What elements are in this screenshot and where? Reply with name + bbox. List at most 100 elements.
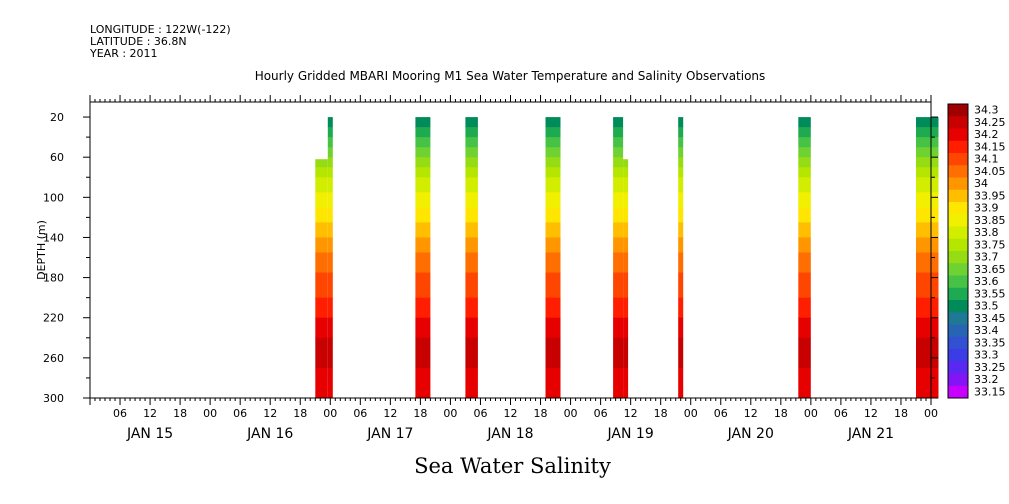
salinity-cell-9-12 bbox=[916, 252, 939, 274]
salinity-cell-9-14 bbox=[916, 297, 939, 319]
salinity-cell-9-11 bbox=[916, 237, 939, 254]
salinity-cell-7-8 bbox=[678, 192, 684, 208]
salinity-cell-6-16 bbox=[623, 337, 629, 369]
salinity-cell-9-15 bbox=[916, 317, 939, 339]
salinity-cell-4-4 bbox=[545, 147, 561, 158]
salinity-cell-1-10 bbox=[327, 222, 333, 238]
salinity-cell-1-4 bbox=[327, 147, 333, 158]
salinity-cell-3-6 bbox=[465, 167, 478, 178]
day-label: JAN 21 bbox=[847, 426, 894, 442]
colorbar-label: 33.5 bbox=[974, 300, 999, 313]
colorbar-swatch bbox=[948, 226, 968, 240]
colorbar-label: 33.7 bbox=[974, 251, 999, 264]
salinity-cell-9-13 bbox=[916, 272, 939, 299]
salinity-cell-5-17 bbox=[613, 367, 624, 399]
salinity-cell-1-8 bbox=[327, 192, 333, 208]
x-tick-label: 06 bbox=[353, 407, 367, 420]
salinity-cell-8-17 bbox=[798, 367, 811, 399]
salinity-cell-4-5 bbox=[545, 157, 561, 168]
salinity-cell-7-1 bbox=[678, 117, 684, 128]
colorbar-label: 33.2 bbox=[974, 373, 999, 386]
salinity-cell-3-11 bbox=[465, 237, 478, 254]
salinity-cell-5-15 bbox=[613, 317, 624, 339]
salinity-cell-7-15 bbox=[678, 317, 684, 339]
salinity-cell-8-12 bbox=[798, 252, 811, 274]
colorbar-label: 33.45 bbox=[974, 312, 1006, 325]
colorbar-label: 34.15 bbox=[974, 140, 1006, 153]
salinity-cell-2-12 bbox=[415, 252, 431, 274]
salinity-cell-3-9 bbox=[465, 207, 478, 223]
salinity-cell-5-5 bbox=[613, 157, 624, 168]
salinity-cell-8-1 bbox=[798, 117, 811, 128]
salinity-cell-5-6 bbox=[613, 167, 624, 178]
salinity-cell-0-6 bbox=[315, 167, 328, 178]
day-label: JAN 15 bbox=[126, 426, 173, 442]
salinity-cell-8-9 bbox=[798, 207, 811, 223]
colorbar-swatch bbox=[948, 275, 968, 289]
salinity-cell-2-1 bbox=[415, 117, 431, 128]
x-tick-label: 18 bbox=[774, 407, 788, 420]
salinity-cell-1-2 bbox=[327, 127, 333, 138]
salinity-cell-4-8 bbox=[545, 192, 561, 208]
x-tick-label: 12 bbox=[383, 407, 397, 420]
salinity-cell-6-15 bbox=[623, 317, 629, 339]
x-tick-label: 18 bbox=[413, 407, 427, 420]
salinity-cell-0-11 bbox=[315, 237, 328, 254]
salinity-cell-7-3 bbox=[678, 137, 684, 148]
salinity-cell-0-16 bbox=[315, 337, 328, 369]
salinity-cell-4-16 bbox=[545, 337, 561, 369]
colorbar-swatch bbox=[948, 361, 968, 374]
colorbar-swatch bbox=[948, 263, 968, 276]
salinity-cell-9-16 bbox=[916, 337, 939, 369]
salinity-cell-4-12 bbox=[545, 252, 561, 274]
salinity-cell-2-16 bbox=[415, 337, 431, 369]
salinity-cell-4-7 bbox=[545, 177, 561, 193]
salinity-cell-8-8 bbox=[798, 192, 811, 208]
x-tick-label: 00 bbox=[443, 407, 457, 420]
colorbar: 34.334.2534.234.1534.134.053433.9533.933… bbox=[947, 103, 1006, 399]
salinity-cell-0-12 bbox=[315, 252, 328, 274]
salinity-cell-8-13 bbox=[798, 272, 811, 299]
colorbar-swatch bbox=[948, 140, 968, 154]
colorbar-label: 34 bbox=[974, 177, 988, 190]
salinity-cell-3-10 bbox=[465, 222, 478, 238]
salinity-cell-9-17 bbox=[916, 367, 939, 399]
x-tick-label: 06 bbox=[233, 407, 247, 420]
salinity-cell-4-3 bbox=[545, 137, 561, 148]
colorbar-label: 33.75 bbox=[974, 238, 1006, 251]
salinity-cell-1-9 bbox=[327, 207, 333, 223]
salinity-cell-2-11 bbox=[415, 237, 431, 254]
salinity-cell-9-9 bbox=[916, 207, 939, 223]
day-label: JAN 20 bbox=[727, 426, 774, 442]
salinity-cell-9-1 bbox=[916, 117, 939, 128]
salinity-cell-6-7 bbox=[623, 177, 629, 193]
salinity-cell-2-9 bbox=[415, 207, 431, 223]
salinity-cell-9-7 bbox=[916, 177, 939, 193]
salinity-cell-7-11 bbox=[678, 237, 684, 254]
salinity-cell-3-8 bbox=[465, 192, 478, 208]
salinity-cell-8-16 bbox=[798, 337, 811, 369]
colorbar-swatch bbox=[948, 336, 968, 350]
salinity-cell-3-14 bbox=[465, 297, 478, 319]
x-tick-label: 12 bbox=[504, 407, 518, 420]
axis-ticks bbox=[83, 95, 938, 405]
salinity-cell-2-10 bbox=[415, 222, 431, 238]
salinity-cell-7-10 bbox=[678, 222, 684, 238]
salinity-cell-3-16 bbox=[465, 337, 478, 369]
salinity-cell-6-5 bbox=[623, 159, 629, 168]
salinity-cell-8-10 bbox=[798, 222, 811, 238]
salinity-cell-1-16 bbox=[327, 337, 333, 369]
salinity-cell-7-12 bbox=[678, 252, 684, 274]
salinity-cell-8-7 bbox=[798, 177, 811, 193]
latitude-label: LATITUDE : 36.8N bbox=[90, 35, 187, 48]
colorbar-label: 33.35 bbox=[974, 336, 1006, 349]
year-label: YEAR : 2011 bbox=[90, 47, 158, 60]
colorbar-swatch bbox=[948, 324, 968, 338]
colorbar-swatch bbox=[948, 251, 968, 264]
colorbar-swatch bbox=[948, 116, 968, 129]
colorbar-label: 34.25 bbox=[974, 116, 1006, 129]
salinity-cell-2-3 bbox=[415, 137, 431, 148]
colorbar-swatch bbox=[948, 385, 968, 399]
y-tick-label: 60 bbox=[50, 151, 64, 164]
salinity-cell-6-12 bbox=[623, 252, 629, 274]
